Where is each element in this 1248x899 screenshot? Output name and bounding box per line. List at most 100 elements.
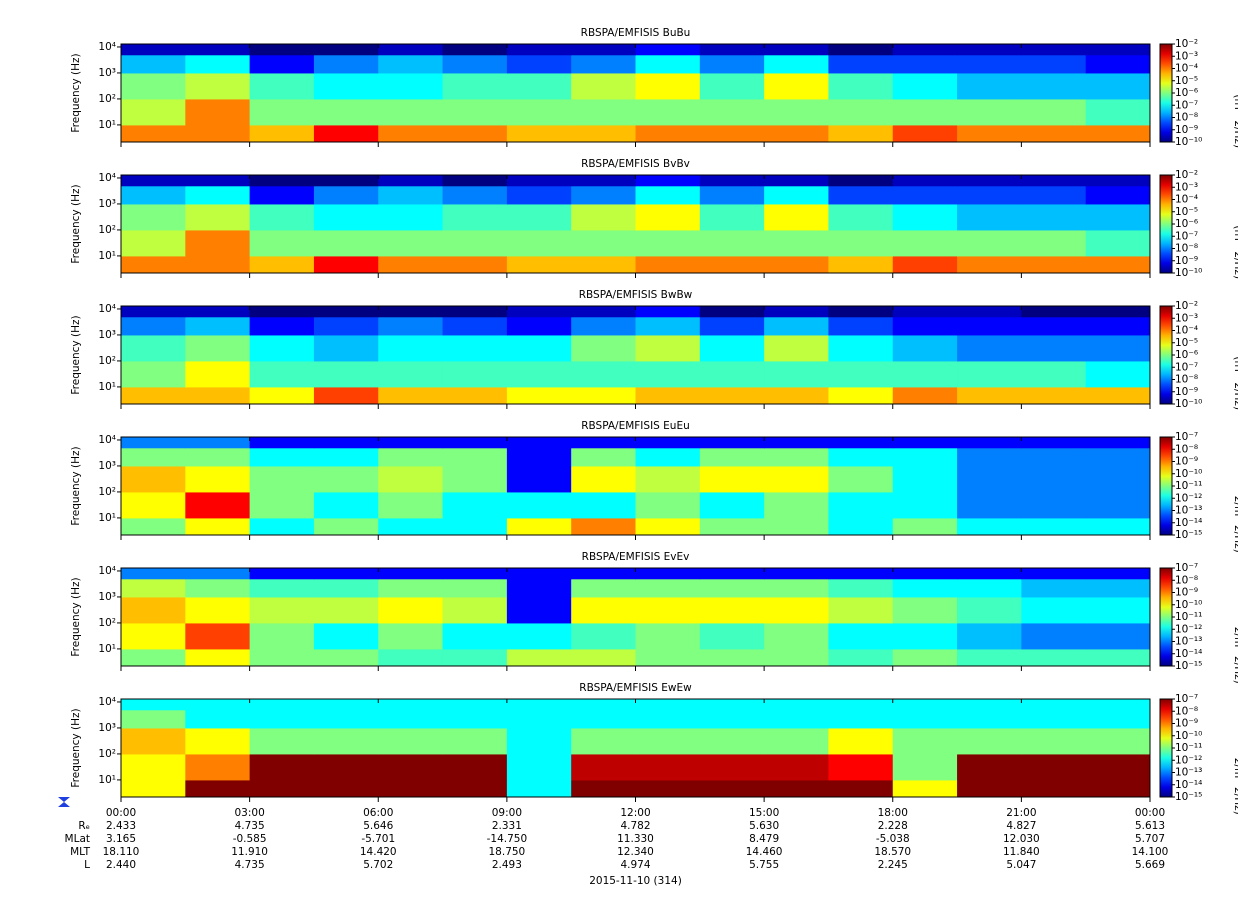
heatmap-cell [828,360,894,388]
heatmap-cell [442,98,508,126]
heatmap-cell [506,578,572,598]
y-axis-label: Frequency (Hz) [70,53,82,132]
heatmap-cell [828,124,894,143]
heatmap-cell [699,229,765,257]
colorbar [1159,174,1173,274]
ephemeris-value: 2.331 [492,820,522,832]
heatmap-cell [249,491,315,519]
heatmap-cell [313,699,379,711]
heatmap-cell [635,568,701,580]
heatmap-cell [1021,568,1087,580]
heatmap-cell [1085,72,1151,100]
heatmap-cell [764,98,829,126]
heatmap-cell [957,568,1022,580]
heatmap-cell [121,360,186,388]
heatmap-cell [249,98,315,126]
heatmap-cell [249,229,315,257]
bowtie-icon [58,797,70,807]
ephemeris-value: 2.245 [878,859,908,871]
heatmap-cell [892,54,958,74]
heatmap-cell [764,124,829,143]
heatmap-cell [828,229,894,257]
ephemeris-value: 18.750 [489,846,526,858]
heatmap-cell [249,447,315,467]
heatmap-cell [635,203,701,231]
heatmap-cell [892,203,958,231]
heatmap-cell [828,72,894,100]
colorbar-tick-label: 10⁻¹⁴ [1175,779,1202,791]
heatmap-cell [571,568,636,580]
heatmap-cell [506,306,572,318]
heatmap-cell [185,98,251,126]
heatmap-cell [121,648,186,667]
heatmap-cell [442,491,508,519]
heatmap-cell [828,44,894,56]
ephemeris-value: 5.702 [363,859,393,871]
heatmap-cell [1085,491,1151,519]
colorbar-tick-label: 10⁻⁵ [1175,206,1198,218]
heatmap-cell [506,753,572,781]
heatmap-cell [442,44,508,56]
heatmap-cell [1021,124,1087,143]
heatmap-cell [828,306,894,318]
heatmap-cell [313,175,379,187]
heatmap-cell [957,447,1022,467]
heatmap-cell [1021,779,1087,798]
heatmap-cell [506,622,572,650]
heatmap-cell [442,709,508,729]
heatmap-cell [442,306,508,318]
heatmap-cell [957,753,1022,781]
heatmap-cell [121,447,186,467]
colorbar-tick-label: 10⁻⁶ [1175,87,1198,99]
heatmap-cell [1085,578,1151,598]
colorbar-tick-label: 10⁻¹¹ [1175,742,1202,754]
heatmap-cell [635,316,701,336]
heatmap-cell [378,124,444,143]
ephemeris-value: 11.910 [231,846,268,858]
colorbar-tick-label: 10⁻¹⁰ [1175,468,1202,480]
heatmap-cell [249,72,315,100]
heatmap-cell [185,491,251,519]
heatmap-cell [828,447,894,467]
heatmap-cell [892,229,958,257]
x-tick-label: 06:00 [363,807,393,819]
heatmap-cell [442,386,508,405]
ephemeris-name: L [84,859,90,871]
heatmap-cell [635,578,701,598]
heatmap-cell [378,648,444,667]
ephemeris-value: 3.165 [106,833,136,845]
heatmap-cell [249,203,315,231]
heatmap-cell [571,72,636,100]
heatmap-cell [313,124,379,143]
heatmap-cell [764,360,829,388]
heatmap-cell [249,437,315,449]
heatmap-cell [571,437,636,449]
heatmap-cell [1085,437,1151,449]
heatmap-cell [313,185,379,205]
heatmap-cell [699,306,765,318]
heatmap-cell [313,386,379,405]
heatmap-cell [957,72,1022,100]
heatmap-cell [1021,54,1087,74]
ephemeris-value: 2.433 [106,820,136,832]
heatmap-cell [957,360,1022,388]
heatmap-cell [1021,203,1087,231]
heatmap-cell [892,465,958,493]
x-tick-label: 12:00 [620,807,650,819]
heatmap-cell [571,578,636,598]
colorbar [1159,567,1173,667]
heatmap-cell [957,54,1022,74]
heatmap-cell [828,699,894,711]
heatmap-cell [635,779,701,798]
heatmap-cell [442,578,508,598]
heatmap-cell [635,72,701,100]
heatmap-cell [957,465,1022,493]
colorbar-tick-label: 10⁻³ [1175,181,1198,193]
heatmap-cell [313,727,379,755]
heatmap-cell [378,203,444,231]
ephemeris-value: 14.460 [746,846,783,858]
heatmap-cell [571,98,636,126]
heatmap-cell [828,255,894,274]
ephemeris-value: -5.038 [876,833,910,845]
heatmap-cell [892,779,958,798]
